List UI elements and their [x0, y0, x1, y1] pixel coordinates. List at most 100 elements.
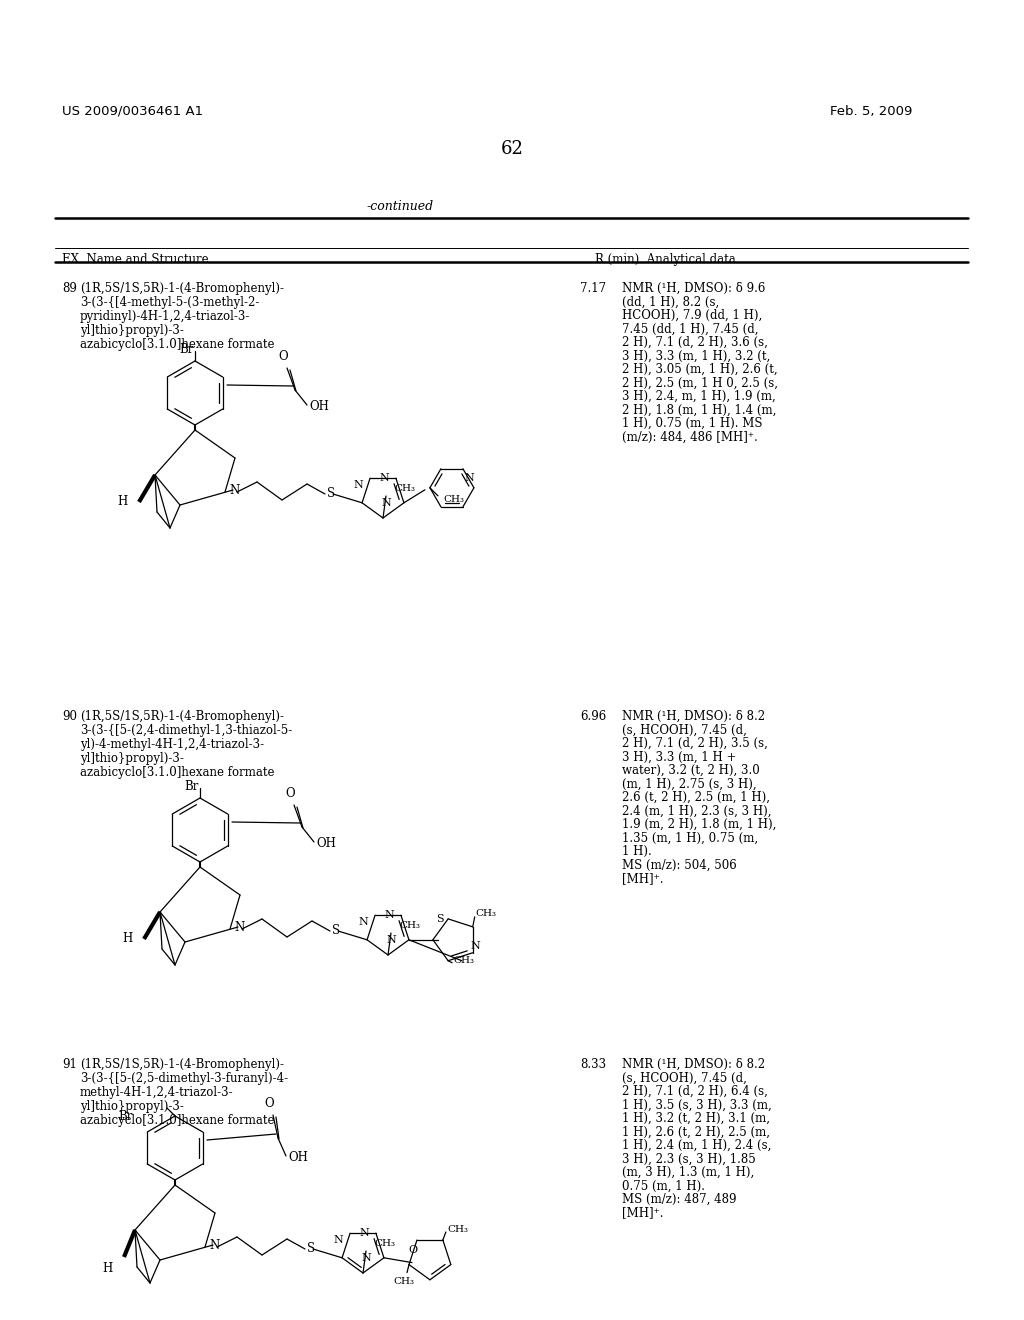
- Text: CH₃: CH₃: [393, 1276, 415, 1286]
- Text: CH₃: CH₃: [399, 921, 420, 931]
- Text: OH: OH: [309, 400, 329, 413]
- Text: H: H: [117, 495, 127, 508]
- Text: 89: 89: [62, 282, 77, 294]
- Text: (m, 1 H), 2.75 (s, 3 H),: (m, 1 H), 2.75 (s, 3 H),: [622, 777, 757, 791]
- Text: 6.96: 6.96: [580, 710, 606, 723]
- Text: 2.6 (t, 2 H), 2.5 (m, 1 H),: 2.6 (t, 2 H), 2.5 (m, 1 H),: [622, 791, 770, 804]
- Text: 2 H), 2.5 (m, 1 H 0, 2.5 (s,: 2 H), 2.5 (m, 1 H 0, 2.5 (s,: [622, 376, 778, 389]
- Text: (1R,5S/1S,5R)-1-(4-Bromophenyl)-: (1R,5S/1S,5R)-1-(4-Bromophenyl)-: [80, 710, 284, 723]
- Text: OH: OH: [288, 1151, 308, 1164]
- Text: CH₃: CH₃: [394, 484, 415, 492]
- Text: O: O: [409, 1245, 418, 1255]
- Text: N: N: [361, 1253, 371, 1263]
- Text: (1R,5S/1S,5R)-1-(4-Bromophenyl)-: (1R,5S/1S,5R)-1-(4-Bromophenyl)-: [80, 282, 284, 294]
- Text: CH₃: CH₃: [443, 495, 464, 504]
- Text: S: S: [332, 924, 340, 937]
- Text: US 2009/0036461 A1: US 2009/0036461 A1: [62, 106, 203, 117]
- Text: HCOOH), 7.9 (dd, 1 H),: HCOOH), 7.9 (dd, 1 H),: [622, 309, 762, 322]
- Text: O: O: [279, 350, 288, 363]
- Text: Br: Br: [184, 780, 200, 793]
- Text: 3-(3-{[4-methyl-5-(3-methyl-2-: 3-(3-{[4-methyl-5-(3-methyl-2-: [80, 296, 259, 309]
- Text: NMR (¹H, DMSO): δ 9.6: NMR (¹H, DMSO): δ 9.6: [622, 282, 765, 294]
- Text: S: S: [307, 1242, 315, 1255]
- Text: Feb. 5, 2009: Feb. 5, 2009: [830, 106, 912, 117]
- Text: CH₃: CH₃: [476, 909, 497, 917]
- Text: 3 H), 2.4, m, 1 H), 1.9 (m,: 3 H), 2.4, m, 1 H), 1.9 (m,: [622, 389, 776, 403]
- Text: H: H: [102, 1262, 113, 1275]
- Text: 91: 91: [62, 1059, 77, 1071]
- Text: O: O: [264, 1097, 273, 1110]
- Text: MS (m/z): 487, 489: MS (m/z): 487, 489: [622, 1193, 736, 1206]
- Text: 1 H), 3.5 (s, 3 H), 3.3 (m,: 1 H), 3.5 (s, 3 H), 3.3 (m,: [622, 1098, 772, 1111]
- Text: N: N: [471, 941, 480, 950]
- Text: CH₃: CH₃: [447, 1225, 469, 1234]
- Text: (m, 3 H), 1.3 (m, 1 H),: (m, 3 H), 1.3 (m, 1 H),: [622, 1166, 755, 1179]
- Text: azabicyclo[3.1.0]hexane formate: azabicyclo[3.1.0]hexane formate: [80, 766, 274, 779]
- Text: 2.4 (m, 1 H), 2.3 (s, 3 H),: 2.4 (m, 1 H), 2.3 (s, 3 H),: [622, 804, 771, 817]
- Text: S: S: [436, 913, 444, 924]
- Text: -continued: -continued: [367, 201, 433, 213]
- Text: NMR (¹H, DMSO): δ 8.2: NMR (¹H, DMSO): δ 8.2: [622, 1059, 765, 1071]
- Text: S: S: [327, 487, 335, 500]
- Text: CH₃: CH₃: [454, 956, 474, 965]
- Text: 3 H), 3.3 (m, 1 H +: 3 H), 3.3 (m, 1 H +: [622, 751, 736, 763]
- Text: azabicyclo[3.1.0]hexane formate: azabicyclo[3.1.0]hexane formate: [80, 338, 274, 351]
- Text: yl]thio}propyl)-3-: yl]thio}propyl)-3-: [80, 323, 184, 337]
- Text: 7.17: 7.17: [580, 282, 606, 294]
- Text: (s, HCOOH), 7.45 (d,: (s, HCOOH), 7.45 (d,: [622, 1072, 746, 1085]
- Text: 1 H).: 1 H).: [622, 845, 651, 858]
- Text: O: O: [286, 787, 295, 800]
- Text: 1 H), 2.4 (m, 1 H), 2.4 (s,: 1 H), 2.4 (m, 1 H), 2.4 (s,: [622, 1139, 771, 1152]
- Text: [MH]⁺.: [MH]⁺.: [622, 1206, 664, 1220]
- Text: 1.9 (m, 2 H), 1.8 (m, 1 H),: 1.9 (m, 2 H), 1.8 (m, 1 H),: [622, 818, 776, 832]
- Text: (1R,5S/1S,5R)-1-(4-Bromophenyl)-: (1R,5S/1S,5R)-1-(4-Bromophenyl)-: [80, 1059, 284, 1071]
- Text: 3-(3-{[5-(2,5-dimethyl-3-furanyl)-4-: 3-(3-{[5-(2,5-dimethyl-3-furanyl)-4-: [80, 1072, 288, 1085]
- Text: (dd, 1 H), 8.2 (s,: (dd, 1 H), 8.2 (s,: [622, 296, 719, 309]
- Text: yl)-4-methyl-4H-1,2,4-triazol-3-: yl)-4-methyl-4H-1,2,4-triazol-3-: [80, 738, 264, 751]
- Text: N: N: [386, 935, 396, 945]
- Text: [MH]⁺.: [MH]⁺.: [622, 873, 664, 884]
- Text: N: N: [333, 1236, 343, 1245]
- Text: 1.35 (m, 1 H), 0.75 (m,: 1.35 (m, 1 H), 0.75 (m,: [622, 832, 758, 845]
- Text: 2 H), 7.1 (d, 2 H), 3.6 (s,: 2 H), 7.1 (d, 2 H), 3.6 (s,: [622, 337, 768, 348]
- Text: R (min)  Analytical data: R (min) Analytical data: [595, 253, 736, 267]
- Text: N: N: [234, 921, 245, 935]
- Text: Br: Br: [119, 1110, 133, 1123]
- Text: N: N: [381, 498, 391, 508]
- Text: N: N: [209, 1239, 219, 1251]
- Text: 3 H), 3.3 (m, 1 H), 3.2 (t,: 3 H), 3.3 (m, 1 H), 3.2 (t,: [622, 350, 770, 363]
- Text: N: N: [358, 917, 368, 927]
- Text: N: N: [229, 484, 240, 498]
- Text: H: H: [122, 932, 132, 945]
- Text: NMR (¹H, DMSO): δ 8.2: NMR (¹H, DMSO): δ 8.2: [622, 710, 765, 723]
- Text: methyl-4H-1,2,4-triazol-3-: methyl-4H-1,2,4-triazol-3-: [80, 1086, 233, 1100]
- Text: EX  Name and Structure: EX Name and Structure: [62, 253, 209, 267]
- Text: (s, HCOOH), 7.45 (d,: (s, HCOOH), 7.45 (d,: [622, 723, 746, 737]
- Text: N: N: [379, 473, 389, 483]
- Text: 62: 62: [501, 140, 523, 158]
- Text: yl]thio}propyl)-3-: yl]thio}propyl)-3-: [80, 1100, 184, 1113]
- Text: 3 H), 2.3 (s, 3 H), 1.85: 3 H), 2.3 (s, 3 H), 1.85: [622, 1152, 756, 1166]
- Text: water), 3.2 (t, 2 H), 3.0: water), 3.2 (t, 2 H), 3.0: [622, 764, 760, 777]
- Text: 3-(3-{[5-(2,4-dimethyl-1,3-thiazol-5-: 3-(3-{[5-(2,4-dimethyl-1,3-thiazol-5-: [80, 723, 292, 737]
- Text: N: N: [359, 1228, 369, 1238]
- Text: N: N: [384, 911, 394, 920]
- Text: azabicyclo[3.1.0]hexane formate: azabicyclo[3.1.0]hexane formate: [80, 1114, 274, 1127]
- Text: 2 H), 7.1 (d, 2 H), 6.4 (s,: 2 H), 7.1 (d, 2 H), 6.4 (s,: [622, 1085, 768, 1098]
- Text: OH: OH: [316, 837, 336, 850]
- Text: CH₃: CH₃: [374, 1239, 395, 1247]
- Text: 2 H), 7.1 (d, 2 H), 3.5 (s,: 2 H), 7.1 (d, 2 H), 3.5 (s,: [622, 737, 768, 750]
- Text: 1 H), 3.2 (t, 2 H), 3.1 (m,: 1 H), 3.2 (t, 2 H), 3.1 (m,: [622, 1111, 770, 1125]
- Text: 1 H), 2.6 (t, 2 H), 2.5 (m,: 1 H), 2.6 (t, 2 H), 2.5 (m,: [622, 1126, 770, 1138]
- Text: N: N: [353, 480, 362, 490]
- Text: pyridinyl)-4H-1,2,4-triazol-3-: pyridinyl)-4H-1,2,4-triazol-3-: [80, 310, 251, 323]
- Text: yl]thio}propyl)-3-: yl]thio}propyl)-3-: [80, 752, 184, 766]
- Text: 0.75 (m, 1 H).: 0.75 (m, 1 H).: [622, 1180, 705, 1192]
- Text: Br: Br: [180, 343, 195, 356]
- Text: N: N: [464, 473, 474, 483]
- Text: (m/z): 484, 486 [MH]⁺.: (m/z): 484, 486 [MH]⁺.: [622, 430, 758, 444]
- Text: 1 H), 0.75 (m, 1 H). MS: 1 H), 0.75 (m, 1 H). MS: [622, 417, 763, 430]
- Text: 90: 90: [62, 710, 77, 723]
- Text: 2 H), 3.05 (m, 1 H), 2.6 (t,: 2 H), 3.05 (m, 1 H), 2.6 (t,: [622, 363, 777, 376]
- Text: MS (m/z): 504, 506: MS (m/z): 504, 506: [622, 858, 736, 871]
